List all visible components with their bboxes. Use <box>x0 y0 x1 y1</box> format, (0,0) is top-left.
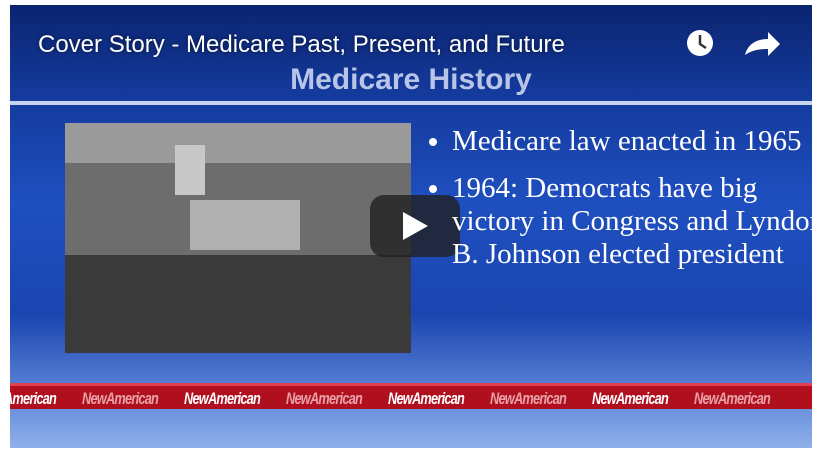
photo-gallery <box>65 123 411 163</box>
slide-bullets: Medicare law enacted in 1965 1964: Democ… <box>420 125 812 285</box>
photo-flag <box>175 145 205 195</box>
banner-text: NewAmerican <box>82 389 158 409</box>
banner-text: NewAmerican <box>184 389 260 409</box>
photo-audience <box>65 255 411 353</box>
share-button[interactable] <box>745 32 780 56</box>
slide-title: Medicare History <box>10 63 812 97</box>
banner-text: NewAmerican <box>490 389 566 409</box>
photo-podium <box>190 200 300 250</box>
banner-text: NewAmerican <box>286 389 362 409</box>
banner-text: NewAmerican <box>592 389 668 409</box>
video-player[interactable]: Cover Story - Medicare Past, Present, an… <box>10 5 812 448</box>
bullet: 1964: Democrats have big victory in Cong… <box>452 172 812 271</box>
divider <box>10 101 812 105</box>
banner-text: NewAmerican <box>388 389 464 409</box>
banner-edge <box>10 383 812 386</box>
video-title[interactable]: Cover Story - Medicare Past, Present, an… <box>38 31 565 59</box>
banner-text: NewAmerican <box>10 389 56 409</box>
banner-text: NewAmerican <box>694 389 770 409</box>
bullet: Medicare law enacted in 1965 <box>452 125 812 158</box>
